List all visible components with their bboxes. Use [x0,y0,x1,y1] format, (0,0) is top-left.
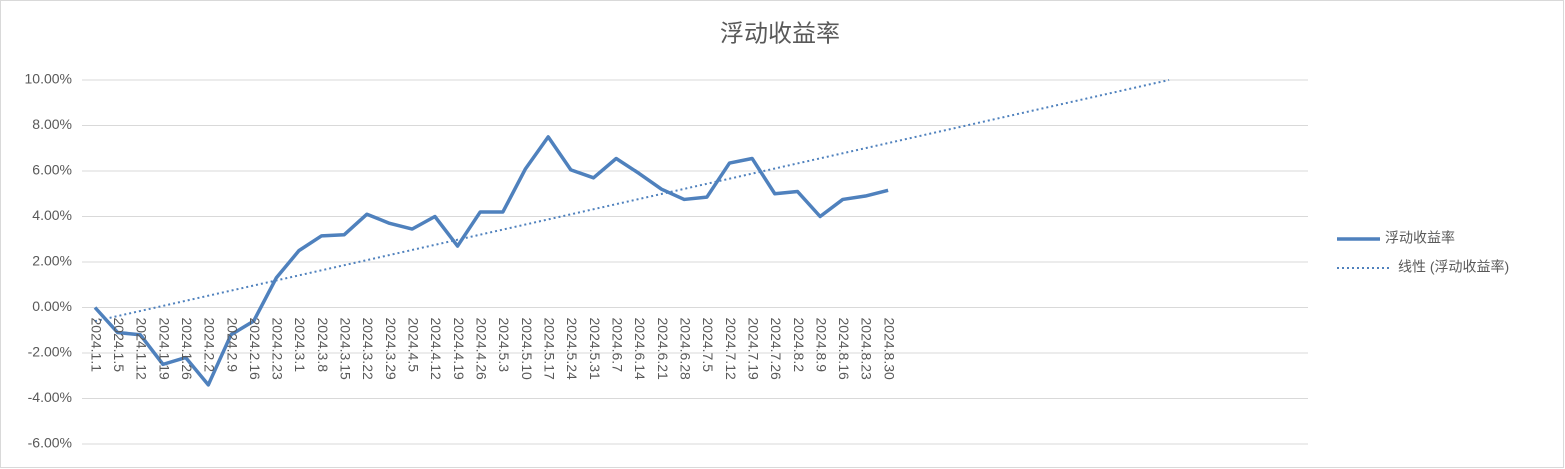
x-tick-label: 2024.7.5 [700,318,716,373]
y-tick-label: -2.00% [28,344,72,360]
trend-line [94,79,1170,323]
y-tick-label: -4.00% [28,389,72,405]
y-tick-label: 0.00% [32,298,72,314]
legend-label: 浮动收益率 [1385,230,1455,246]
x-tick-label: 2024.4.19 [451,318,467,380]
x-tick-label: 2024.1.26 [179,318,195,380]
x-tick-label: 2024.2.2 [202,318,218,373]
x-tick-label: 2024.1.12 [134,318,150,380]
x-tick-label: 2024.8.9 [813,318,829,373]
x-tick-label: 2024.1.1 [88,318,104,373]
x-tick-label: 2024.8.16 [836,318,852,380]
x-tick-label: 2024.3.22 [360,318,376,380]
x-tick-label: 2024.5.3 [496,318,512,373]
x-tick-label: 2024.3.1 [292,318,308,373]
data-line [93,135,889,387]
x-tick-label: 2024.1.5 [111,318,127,373]
x-tick-label: 2024.1.19 [156,318,172,380]
x-tick-label: 2024.8.2 [791,318,807,373]
y-tick-label: 8.00% [32,116,72,132]
x-tick-label: 2024.2.9 [224,318,240,373]
y-tick-label: -6.00% [28,435,72,451]
y-tick-label: 10.00% [25,71,72,87]
x-tick-label: 2024.8.30 [881,318,897,380]
x-tick-label: 2024.2.16 [247,318,263,380]
x-tick-label: 2024.5.17 [541,318,557,380]
x-tick-label: 2024.4.12 [428,318,444,380]
x-tick-label: 2024.7.26 [768,318,784,380]
chart-title: 浮动收益率 [720,20,840,47]
x-tick-label: 2024.5.10 [519,318,535,380]
x-tick-label: 2024.6.14 [632,318,648,380]
x-tick-label: 2024.3.15 [338,318,354,380]
legend-label: 线性 (浮动收益率) [1398,259,1509,275]
x-tick-label: 2024.5.31 [587,318,603,380]
x-tick-label: 2024.7.19 [745,318,761,380]
x-tick-label: 2024.6.7 [609,318,625,373]
x-tick-label: 2024.8.23 [859,318,875,380]
x-tick-label: 2024.3.8 [315,318,331,373]
x-tick-label: 2024.6.28 [677,318,693,380]
y-tick-label: 4.00% [32,207,72,223]
y-tick-label: 2.00% [32,253,72,269]
x-tick-label: 2024.7.12 [723,318,739,380]
y-tick-label: 6.00% [32,162,72,178]
x-tick-label: 2024.4.26 [474,318,490,380]
x-tick-label: 2024.3.29 [383,318,399,380]
x-tick-label: 2024.4.5 [406,318,422,373]
x-tick-label: 2024.6.21 [655,318,671,380]
x-tick-label: 2024.5.24 [564,318,580,380]
x-tick-label: 2024.2.23 [270,318,286,380]
